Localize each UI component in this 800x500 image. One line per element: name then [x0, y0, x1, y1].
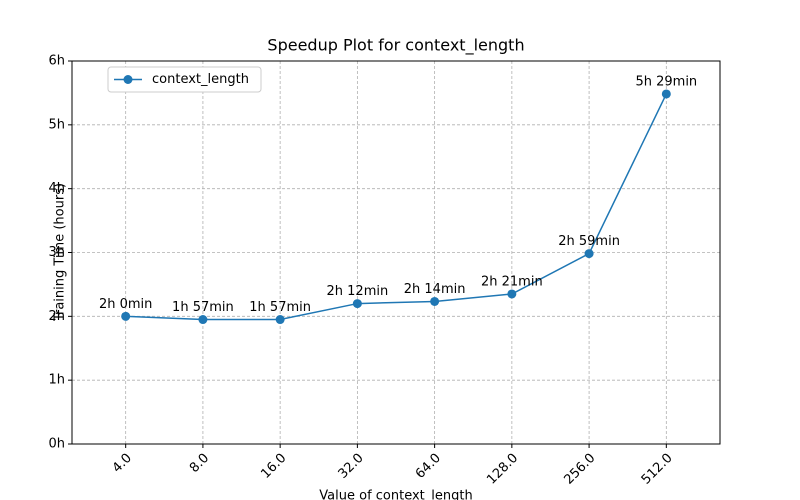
data-line: [125, 93, 667, 321]
plot-frame: [71, 60, 721, 445]
data-label: 2h 21min: [481, 274, 543, 289]
y-axis-label: Training Time (hours): [53, 183, 68, 322]
data-label: 1h 57min: [249, 300, 311, 315]
data-point: [661, 89, 671, 99]
data-point: [584, 249, 594, 259]
data-point: [430, 296, 440, 306]
data-point: [121, 311, 131, 321]
data-point: [507, 289, 517, 299]
y-tick-label: 1h: [48, 373, 65, 388]
data-label: 2h 14min: [404, 282, 466, 297]
x-tick-label: 256.0: [561, 451, 598, 488]
legend-box: [107, 66, 262, 93]
y-tick-label: 0h: [48, 437, 65, 452]
y-tick-label: 3h: [48, 245, 65, 260]
legend-label: context_length: [152, 72, 249, 87]
legend: context_length: [107, 66, 262, 93]
legend-marker: [123, 75, 133, 84]
x-axis-label: Value of context_length: [319, 489, 472, 500]
y-tick-label: 2h: [48, 309, 65, 324]
data-label: 1h 57min: [172, 300, 234, 315]
data-point: [275, 315, 285, 325]
x-tick-label: 4.0: [110, 451, 135, 476]
x-tick-label: 32.0: [336, 451, 367, 482]
data-point: [352, 299, 362, 309]
x-tick-label: 8.0: [187, 451, 212, 476]
data-label: 2h 12min: [327, 284, 389, 299]
y-tick-label: 4h: [48, 181, 65, 196]
data-label: 2h 0min: [99, 297, 152, 312]
data-point: [198, 315, 208, 325]
y-tick-label: 5h: [48, 117, 65, 132]
chart-title: Speedup Plot for context_length: [267, 36, 524, 56]
x-tick-label: 128.0: [484, 451, 521, 488]
x-tick-label: 16.0: [258, 451, 289, 482]
x-tick-label: 512.0: [639, 451, 676, 488]
y-tick-label: 6h: [48, 54, 65, 69]
data-label: 5h 29min: [635, 74, 697, 89]
data-label: 2h 59min: [558, 234, 620, 249]
x-tick-label: 64.0: [413, 451, 444, 482]
